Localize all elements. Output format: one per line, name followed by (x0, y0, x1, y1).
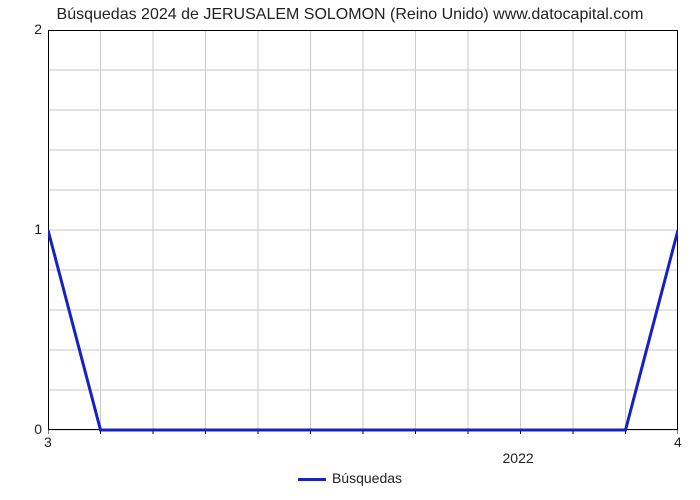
y-tick-label: 2 (34, 21, 42, 37)
y-tick-label: 1 (34, 221, 42, 237)
legend: Búsquedas (0, 470, 700, 486)
y-tick-label: 0 (34, 421, 42, 437)
chart-title: Búsquedas 2024 de JERUSALEM SOLOMON (Rei… (0, 6, 700, 24)
x-axis-label: 2022 (503, 450, 534, 466)
x-tick-label: 3 (44, 434, 52, 450)
legend-label: Búsquedas (332, 470, 402, 486)
x-tick-label: 4 (674, 434, 682, 450)
legend-swatch (298, 478, 326, 481)
chart-container: Búsquedas 2024 de JERUSALEM SOLOMON (Rei… (0, 0, 700, 500)
chart-plot (48, 30, 678, 438)
